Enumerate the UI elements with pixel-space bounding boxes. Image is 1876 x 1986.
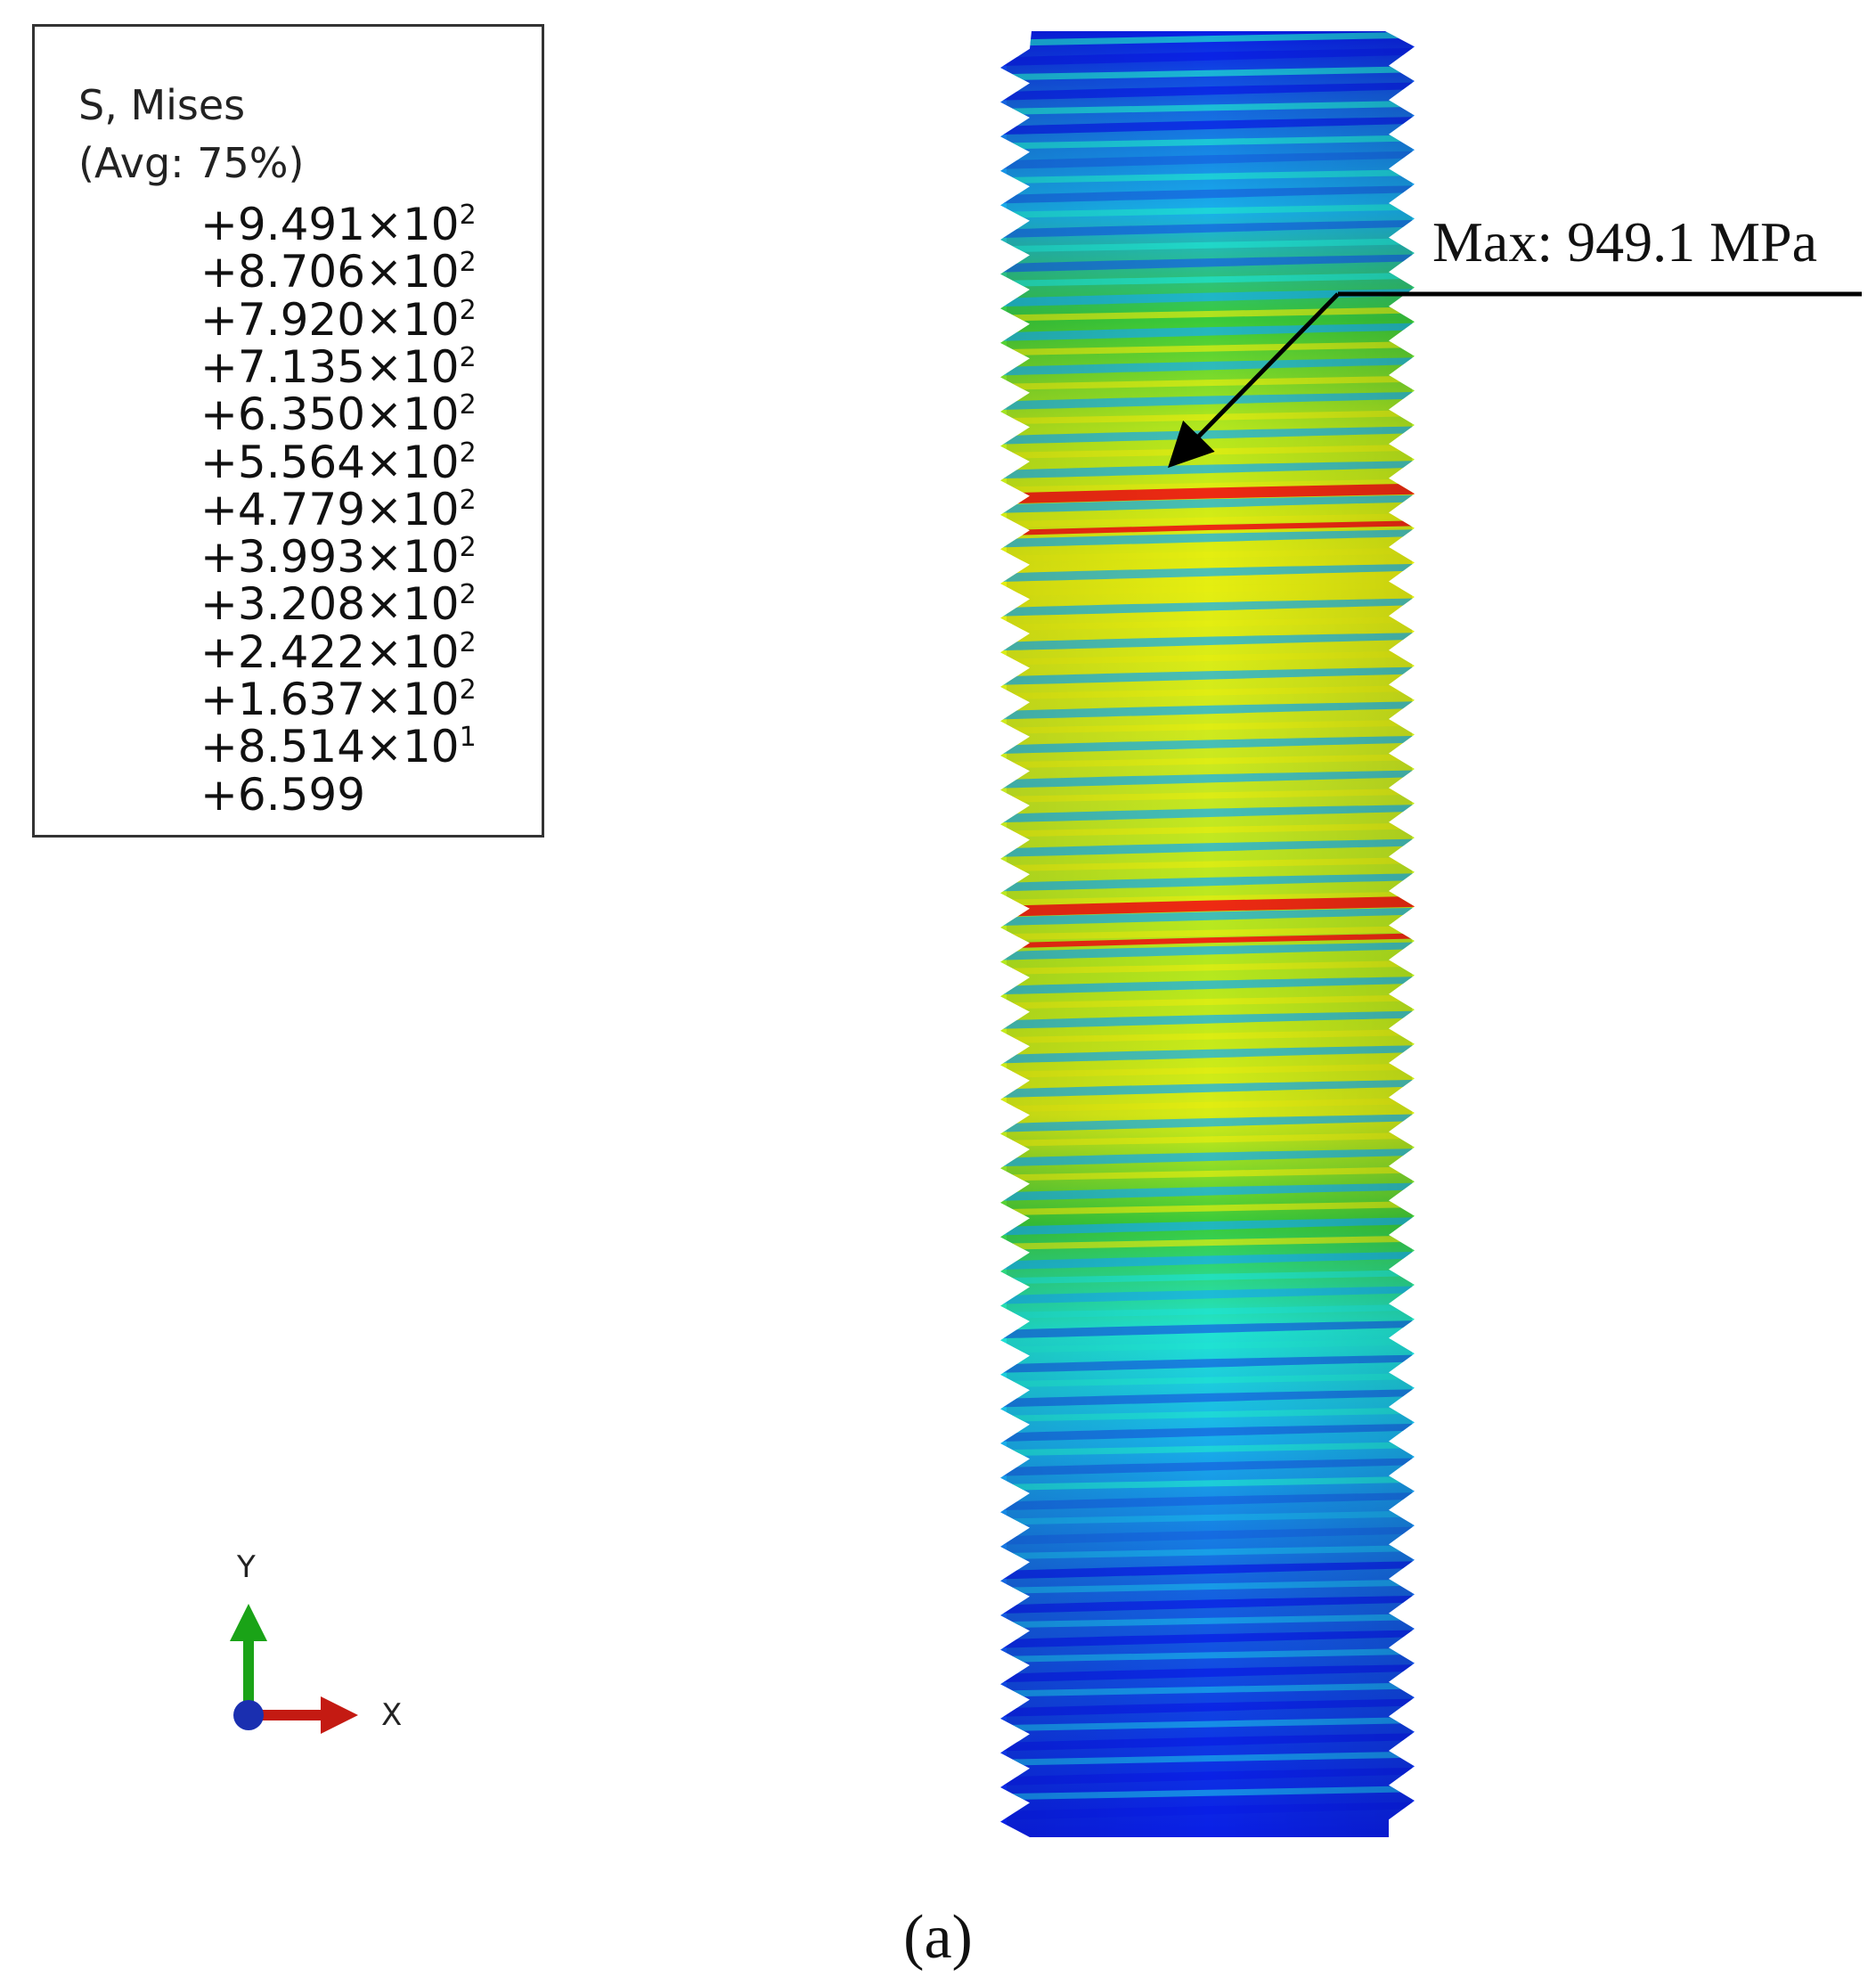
axis-triad xyxy=(230,1604,358,1734)
legend-value-mantissa: +8.514 xyxy=(200,721,366,773)
y-axis-label: Y xyxy=(237,1549,256,1585)
legend-value-base: ×10 xyxy=(365,721,460,773)
legend-value-12: +8.514×101 xyxy=(200,721,477,773)
legend-value-base: ×10 xyxy=(365,388,460,441)
legend-value-exponent: 2 xyxy=(459,341,477,373)
legend-value-base: ×10 xyxy=(365,625,460,678)
legend-value-base: ×10 xyxy=(365,578,460,631)
legend-value-exponent: 2 xyxy=(459,389,477,421)
legend-value-base: ×10 xyxy=(365,293,460,346)
legend-value-mantissa: +5.564 xyxy=(200,436,366,488)
legend-subtitle: (Avg: 75%) xyxy=(78,139,305,187)
legend-value-exponent: 2 xyxy=(459,579,477,611)
legend-value-7: +4.779×102 xyxy=(200,483,477,535)
legend-value-mantissa: +2.422 xyxy=(200,625,366,678)
legend-value-exponent: 2 xyxy=(459,247,477,279)
legend-value-base: ×10 xyxy=(365,483,460,535)
legend-value-mantissa: +7.920 xyxy=(200,293,366,346)
legend-value-8: +3.993×102 xyxy=(200,532,477,580)
legend-value-9: +3.208×102 xyxy=(200,579,477,627)
x-axis-arrow-head xyxy=(321,1696,358,1734)
legend-title: S, Mises xyxy=(78,81,246,129)
max-annotation-leader xyxy=(1168,291,1862,469)
legend-value-mantissa: +8.706 xyxy=(200,246,366,298)
y-axis-arrow-head xyxy=(230,1604,267,1641)
legend-value-exponent: 2 xyxy=(459,532,477,564)
legend-value-mantissa: +3.208 xyxy=(200,578,366,631)
leader-arrow-line xyxy=(1168,292,1340,469)
max-stress-label: Max: 949.1 MPa xyxy=(1432,210,1817,274)
legend-value-base: ×10 xyxy=(365,199,460,250)
legend-value-5: +6.350×102 xyxy=(200,392,477,437)
legend-value-mantissa: +3.993 xyxy=(200,531,366,584)
legend-panel xyxy=(32,24,544,838)
x-axis-label: X xyxy=(381,1697,403,1733)
legend-value-3: +7.920×102 xyxy=(200,294,477,342)
legend-value-exponent: 2 xyxy=(459,626,477,658)
legend-value-mantissa: +9.491 xyxy=(200,199,366,250)
bolt-model xyxy=(1000,31,1415,1837)
bolt-shading xyxy=(1007,31,1412,1837)
legend-value-exponent: 2 xyxy=(459,484,477,516)
legend-value-exponent: 1 xyxy=(459,722,477,754)
legend-value-mantissa: +6.350 xyxy=(200,388,366,441)
legend-value-13: +6.599 xyxy=(200,772,365,817)
legend-value-mantissa: +7.135 xyxy=(200,340,366,393)
legend-value-1: +9.491×102 xyxy=(200,199,477,250)
legend-value-exponent: 2 xyxy=(459,200,477,231)
legend-value-exponent: 2 xyxy=(459,294,477,326)
legend-value-mantissa: +4.779 xyxy=(200,483,366,535)
legend-value-base: ×10 xyxy=(365,246,460,298)
legend-value-exponent: 2 xyxy=(459,674,477,706)
legend-value-base: ×10 xyxy=(365,436,460,488)
figure-caption: (a) xyxy=(903,1903,973,1972)
z-axis-dot xyxy=(233,1700,264,1730)
legend-value-11: +1.637×102 xyxy=(200,674,477,725)
legend-value-base: ×10 xyxy=(365,674,460,725)
legend-value-4: +7.135×102 xyxy=(200,341,477,389)
legend-value-6: +5.564×102 xyxy=(200,436,477,488)
legend-value-base: ×10 xyxy=(365,340,460,393)
legend-value-base: ×10 xyxy=(365,531,460,584)
legend-value-exponent: 2 xyxy=(459,437,477,469)
legend-value-10: +2.422×102 xyxy=(200,626,477,674)
legend-value-mantissa: +6.599 xyxy=(200,768,366,821)
legend-value-mantissa: +1.637 xyxy=(200,674,366,725)
legend-value-2: +8.706×102 xyxy=(200,247,477,295)
